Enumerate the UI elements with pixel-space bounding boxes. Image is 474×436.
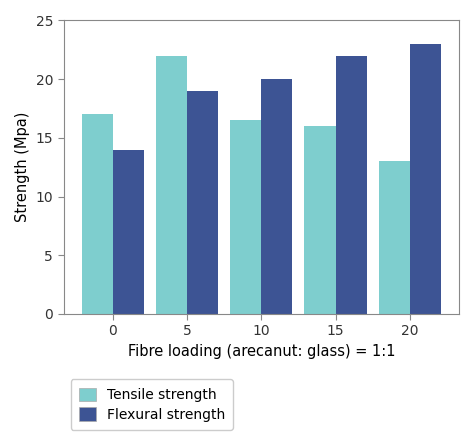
Bar bbox=[336, 56, 367, 314]
Bar bbox=[410, 44, 441, 314]
Bar bbox=[156, 56, 187, 314]
Bar bbox=[304, 126, 336, 314]
Bar bbox=[379, 161, 410, 314]
Bar bbox=[82, 114, 113, 314]
Bar bbox=[187, 91, 218, 314]
X-axis label: Fibre loading (arecanut: glass) = 1:1: Fibre loading (arecanut: glass) = 1:1 bbox=[128, 344, 395, 359]
Legend: Tensile strength, Flexural strength: Tensile strength, Flexural strength bbox=[71, 379, 233, 430]
Bar bbox=[113, 150, 144, 314]
Y-axis label: Strength (Mpa): Strength (Mpa) bbox=[15, 112, 30, 222]
Bar bbox=[261, 79, 292, 314]
Bar bbox=[230, 120, 261, 314]
